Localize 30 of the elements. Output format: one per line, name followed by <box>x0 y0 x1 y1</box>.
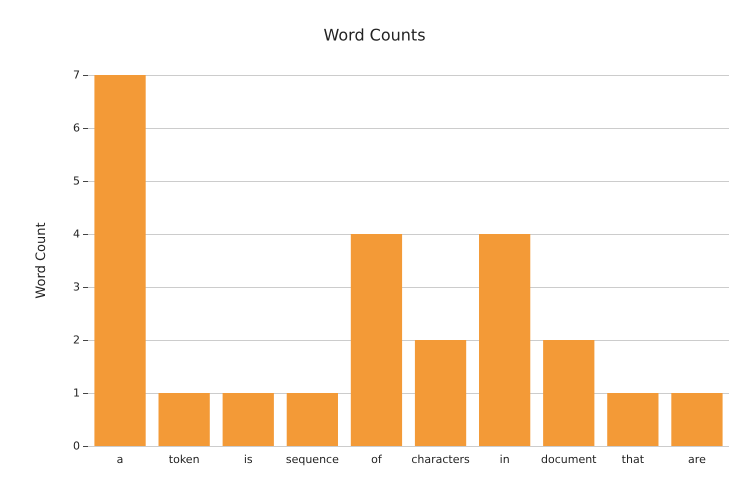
x-tick-label: is <box>244 453 253 466</box>
x-tick-label: document <box>541 453 598 466</box>
y-axis-title: Word Count <box>34 222 49 299</box>
bar <box>479 234 530 446</box>
x-tick-label: characters <box>411 453 470 466</box>
x-tick-label: a <box>116 453 124 466</box>
bar <box>414 340 466 446</box>
x-tick-label: that <box>622 453 645 466</box>
x-tick-label: sequence <box>286 453 340 466</box>
y-tick-label: 4 <box>73 228 80 240</box>
y-tick-label: 7 <box>73 68 80 82</box>
chart-title: Word Counts <box>323 26 426 44</box>
y-tick-label: 0 <box>73 440 80 452</box>
y-tick-label: 5 <box>73 174 80 188</box>
x-tick-label: in <box>500 453 510 466</box>
bar <box>222 393 274 446</box>
y-tick-label: 6 <box>73 122 80 134</box>
x-tick-label: of <box>371 453 383 466</box>
y-tick-label: 2 <box>73 334 80 346</box>
y-tick-label: 1 <box>73 386 80 400</box>
bar <box>671 393 723 446</box>
bar <box>607 393 658 446</box>
bar <box>350 234 402 446</box>
bar <box>286 393 338 446</box>
bar <box>158 393 210 446</box>
x-tick-label: token <box>168 453 200 466</box>
bar <box>543 340 594 446</box>
bar <box>94 75 146 446</box>
x-tick-label: are <box>688 453 706 466</box>
y-tick-label: 3 <box>73 280 80 294</box>
